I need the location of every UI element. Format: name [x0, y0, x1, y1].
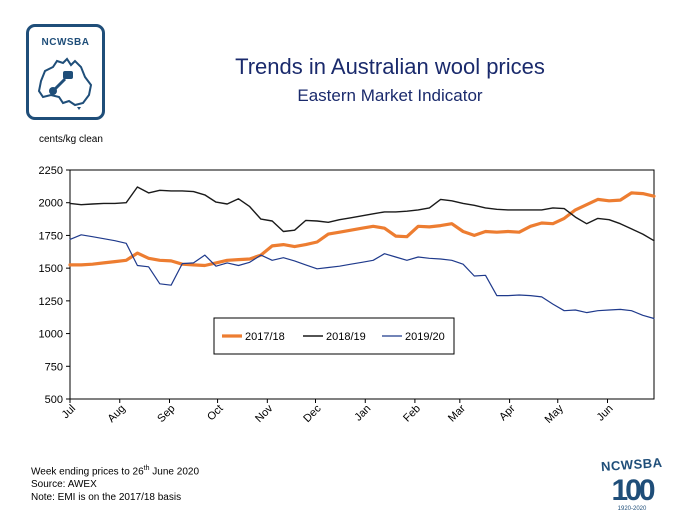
centenary-logo-number: 100 — [611, 474, 655, 507]
y-tick-label: 1250 — [39, 296, 63, 308]
x-tick-label: Feb — [401, 403, 423, 425]
legend-label-2019-20: 2019/20 — [405, 331, 445, 343]
plot-area — [69, 169, 655, 400]
centenary-logo-years: 1920-2020 — [617, 506, 647, 512]
y-tick-label: 1000 — [39, 329, 63, 341]
y-tick-label: 1750 — [39, 230, 63, 242]
x-tick-label: Apr — [497, 402, 518, 423]
logo-text: NCWSBA — [41, 37, 90, 48]
ncwsba-logo: NCWSBA — [26, 24, 105, 120]
series-line-2017-18 — [68, 191, 656, 268]
footnotes: Week ending prices to 26th June 2020 Sou… — [31, 462, 199, 504]
x-axis: Jul Aug Sep Oct Nov Dec Jan Feb Mar Apr May Jun — [60, 399, 616, 426]
y-axis-unit-label: cents/kg clean — [39, 134, 103, 145]
x-tick-label: Nov — [253, 402, 276, 425]
y-tick-label: 1500 — [39, 263, 63, 275]
chart-subtitle: Eastern Market Indicator — [297, 86, 483, 105]
series-line-2019-20 — [69, 234, 655, 320]
centenary-logo-name: NCWSBA — [600, 454, 664, 475]
x-tick-label: Jun — [595, 403, 616, 424]
x-tick-label: Oct — [205, 403, 226, 424]
footnote-source: Source: AWEX — [31, 479, 97, 491]
legend-box — [213, 317, 455, 355]
x-tick-label: Mar — [446, 402, 468, 424]
ncwsba-centenary-logo: NCWSBA 100 1920-2020 — [592, 454, 672, 512]
series-group — [68, 186, 656, 320]
australia-map-icon — [37, 57, 93, 110]
footnote-note: Note: EMI is on the 2017/18 basis — [31, 492, 182, 504]
y-tick-label: 2250 — [39, 165, 63, 177]
x-tick-label: Dec — [301, 402, 324, 425]
chart-title: Trends in Australian wool prices — [235, 54, 545, 79]
legend-label-2017-18: 2017/18 — [245, 331, 285, 343]
y-tick-label: 750 — [45, 361, 63, 373]
legend-label-2018-19: 2018/19 — [326, 331, 366, 343]
x-tick-label: May — [543, 402, 567, 426]
x-tick-label: Aug — [106, 403, 128, 425]
x-tick-label: Sep — [155, 403, 177, 425]
x-tick-label: Jan — [352, 403, 373, 424]
chart-legend: 2017/18 2018/19 2019/20 — [213, 317, 455, 355]
footnote-week-ending: Week ending prices to 26th June 2020 — [31, 465, 200, 478]
y-axis: 500 750 1000 1250 1500 1750 2000 2250 — [39, 165, 70, 406]
y-tick-label: 500 — [45, 394, 63, 406]
y-tick-label: 2000 — [39, 198, 63, 210]
series-line-2018-19 — [69, 186, 655, 242]
